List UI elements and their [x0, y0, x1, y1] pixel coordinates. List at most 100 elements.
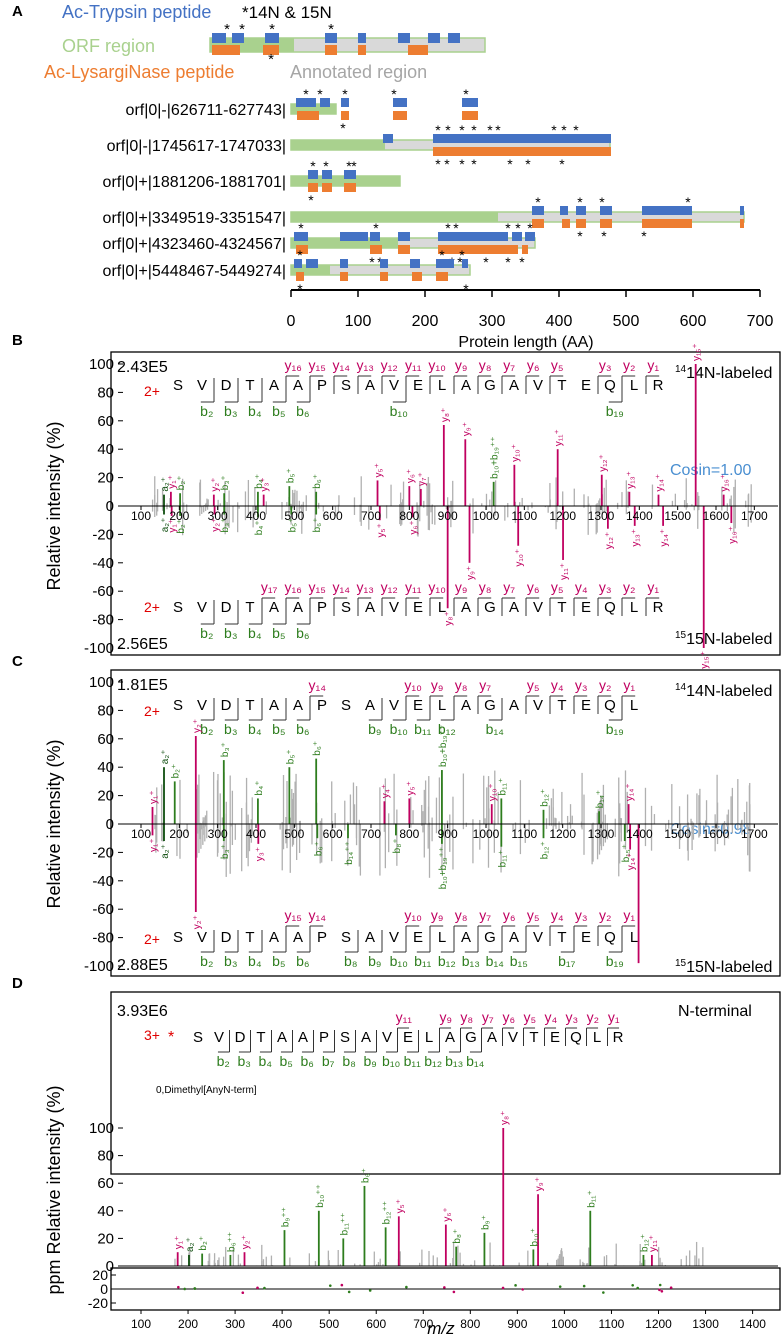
- x-tick-label: 300: [208, 827, 228, 841]
- y-tick-label: 40: [97, 759, 114, 776]
- b-ion-bracket: [296, 698, 311, 721]
- sequence-residue: V: [508, 1029, 518, 1046]
- y-ion-bracket: [621, 597, 636, 616]
- b-ion-bracket: [392, 930, 407, 953]
- y-ion-label: y₇: [482, 1009, 494, 1025]
- ion-label: a₂⁺: [160, 518, 171, 533]
- b-ion-label: b₃: [224, 953, 238, 969]
- labeled-star: *: [599, 194, 605, 210]
- ion-label: y₁₀⁺: [488, 783, 499, 801]
- b-ion-bracket: [469, 1030, 482, 1053]
- orf-row-label: orf|0|-|626711-627743|: [126, 102, 286, 119]
- ppm-point: [658, 1283, 662, 1287]
- sequence-residue: V: [389, 697, 399, 714]
- sequence-residue: A: [509, 377, 519, 394]
- lysarginase-peptide-block: [322, 183, 332, 192]
- legend-example-bar: * * * * *: [209, 21, 486, 68]
- y-ion-bracket: [477, 695, 492, 714]
- lysarginase-peptide-block: [341, 111, 349, 120]
- ppm-point: [241, 1291, 245, 1295]
- labeled-star: *: [391, 86, 397, 102]
- orf-row: orf|0|+|3349519-3351547|* * * ** * *: [103, 194, 745, 244]
- ion-label: y₁₆⁺: [727, 526, 738, 544]
- sequence-residue: D: [235, 1029, 246, 1046]
- legend-star: *: [268, 51, 274, 68]
- y-ion-bracket: [525, 695, 540, 714]
- y-ion-label: y₄: [551, 907, 564, 923]
- b-ion-bracket: [248, 378, 263, 403]
- b-ion-label: b₂: [200, 721, 213, 737]
- ion-label: a₂⁺: [160, 844, 171, 859]
- sequence-residue: V: [533, 377, 543, 394]
- y-ion-label: y₁₅: [309, 357, 326, 373]
- sequence-residue: S: [341, 697, 351, 714]
- x-tick-label: 700: [361, 509, 381, 523]
- labeled-star: *: [444, 156, 450, 172]
- labeled-star: *: [525, 156, 531, 172]
- lysarginase-peptide-block: [522, 245, 528, 254]
- y-ion-label: y₁: [647, 357, 659, 373]
- ion-label: b₁₁⁺: [497, 850, 508, 868]
- lysarginase-peptide-block: [380, 272, 388, 281]
- x-tick-label: 1300: [588, 827, 615, 841]
- ion-label: b₆⁺: [312, 741, 323, 756]
- ion-label: y₈⁺: [444, 611, 455, 625]
- sequence-residue: E: [581, 929, 591, 946]
- orf-row: orf|0|-|1745617-1747033|* * * * * * * * ** * * * * * *: [107, 122, 611, 172]
- panel-b-ion-labels: a₂⁺y₁⁺b₂⁺ y₂⁺ b₃⁺ b₄⁺y₃⁺b₅⁺ b₆⁺y₅⁺ y₆⁺ y₇⁺y₈⁺y…: [160, 343, 738, 668]
- panel-d-x-ticks: 100 200 300 400 500 600 700 800 900 1000 1100 1200 1…: [131, 1310, 766, 1331]
- y-ion-label: y₁₄: [332, 357, 350, 373]
- sequence-residue: V: [197, 697, 207, 714]
- legend-trypsin-block: [428, 33, 440, 43]
- x-tick-label: 1400: [626, 509, 653, 523]
- panel-a-tick-label: 400: [546, 313, 573, 330]
- panel-b-top-intensity: 2.43E5: [117, 359, 168, 376]
- b-ion-bracket: [272, 600, 287, 625]
- labeled-star: *: [310, 158, 316, 174]
- sequence-residue: A: [293, 377, 303, 394]
- labeled-star: *: [495, 122, 501, 138]
- labeled-star: *: [527, 220, 533, 236]
- x-tick-label: 500: [284, 509, 304, 523]
- ppm-tick-label: 20: [92, 1267, 108, 1283]
- legend-star: *: [239, 21, 245, 38]
- legend-star: *: [224, 21, 230, 38]
- panel-d-frame: [110, 991, 781, 1175]
- sequence-residue: A: [461, 929, 471, 946]
- y-ion-label: y₈: [479, 357, 492, 373]
- sequence-residue: T: [245, 599, 254, 616]
- ion-label: b₈⁺: [392, 838, 403, 853]
- b-ion-label: b₂: [200, 403, 213, 419]
- lysarginase-peptide-block: [412, 272, 422, 281]
- b-ion-bracket: [280, 1030, 293, 1053]
- ppm-point: [501, 1286, 505, 1290]
- b-ion-bracket: [296, 378, 311, 403]
- ion-label: b₉⁺⁺: [280, 1207, 291, 1227]
- sequence-residue: V: [533, 697, 543, 714]
- orf-region-bar: [291, 238, 398, 248]
- lysarginase-peptide-block: [532, 219, 544, 228]
- legend-lysarginase-block: [325, 45, 337, 55]
- lysarginase-peptide-block: [600, 219, 612, 228]
- y-tick-label: 80: [97, 384, 114, 401]
- sequence-residue: S: [173, 929, 183, 946]
- sequence-residue: A: [293, 599, 303, 616]
- ion-label: y₃⁺: [260, 477, 271, 491]
- b-ion-label: b₁₇: [558, 953, 576, 969]
- y-tick-label: -80: [92, 930, 114, 947]
- b-ion-bracket: [200, 930, 215, 953]
- b-ion-label: b₃: [224, 403, 238, 419]
- y-ion-label: y₆: [527, 579, 540, 595]
- ion-label: b₆⁺⁺: [226, 1232, 237, 1252]
- y-tick-label: 100: [89, 674, 114, 691]
- sequence-residue: L: [593, 1029, 601, 1046]
- x-tick-label: 400: [272, 1317, 292, 1331]
- x-tick-label: 200: [169, 827, 189, 841]
- sequence-residue: V: [197, 377, 207, 394]
- labeled-star: *: [505, 220, 511, 236]
- sequence-residue: T: [245, 377, 254, 394]
- b-ion-label: b₄: [248, 403, 262, 419]
- b-ion-label: b₂: [200, 625, 213, 641]
- trypsin-peptide-block: [296, 98, 316, 107]
